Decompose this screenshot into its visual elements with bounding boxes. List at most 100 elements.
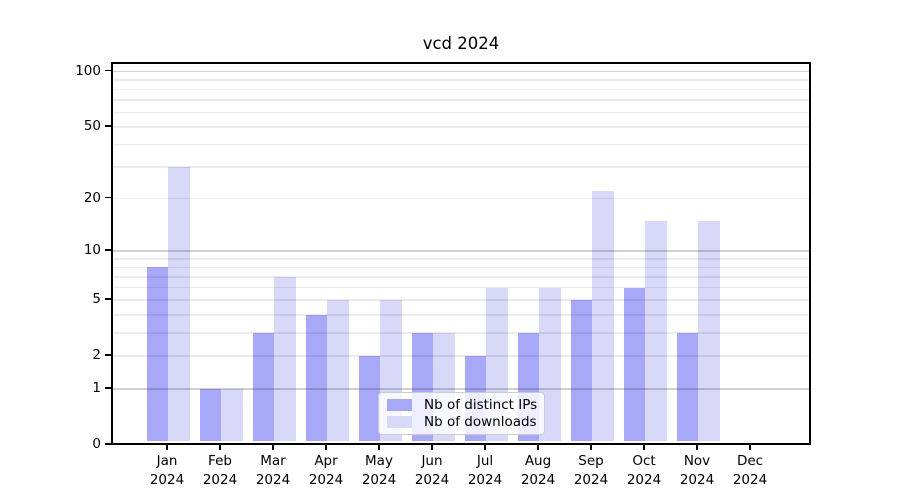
x-tick-label-may: May 2024 xyxy=(353,452,406,490)
y-tick-1 xyxy=(105,387,111,389)
gridline-minor-6 xyxy=(113,286,809,289)
gridline-minor-2 xyxy=(113,355,809,357)
bar-distinct-ips-oct xyxy=(623,287,645,441)
x-tick-label-apr: Apr 2024 xyxy=(300,452,353,490)
x-tick-oct xyxy=(643,444,645,450)
bar-distinct-ips-mar xyxy=(252,332,274,441)
gridline-minor-70 xyxy=(113,99,809,101)
gridline-minor-80 xyxy=(113,88,809,91)
x-tick-label-mar: Mar 2024 xyxy=(247,452,300,490)
gridline-major-100 xyxy=(113,70,809,73)
y-tick-50 xyxy=(105,125,111,127)
year-label: 2024 xyxy=(414,472,450,488)
bar-downloads-oct xyxy=(645,220,667,441)
y-tick-label-10: 10 xyxy=(83,242,101,258)
year-label: 2024 xyxy=(732,472,768,488)
gridline-minor-3 xyxy=(113,332,809,334)
year-label: 2024 xyxy=(149,472,185,488)
x-tick-label-jan: Jan 2024 xyxy=(141,452,194,490)
legend-swatch-downloads xyxy=(387,416,412,429)
x-tick-jan xyxy=(166,444,168,450)
x-tick-jul xyxy=(484,444,486,450)
gridline-minor-5 xyxy=(113,299,809,301)
month-label: Jun xyxy=(421,453,443,469)
year-label: 2024 xyxy=(202,472,238,488)
gridline-minor-50 xyxy=(113,126,809,128)
y-tick-0 xyxy=(105,443,111,445)
month-label: Nov xyxy=(683,453,711,469)
y-tick-20 xyxy=(105,196,111,199)
gridline-minor-7 xyxy=(113,276,809,278)
x-tick-nov xyxy=(696,444,698,450)
x-tick-jun xyxy=(431,444,433,450)
year-label: 2024 xyxy=(467,472,503,488)
x-tick-label-nov: Nov 2024 xyxy=(671,452,724,490)
month-label: Dec xyxy=(736,453,764,469)
gridline-major-1 xyxy=(113,388,809,390)
gridline-minor-8 xyxy=(113,266,809,268)
month-label: Jul xyxy=(476,453,494,469)
gridline-minor-30 xyxy=(113,166,809,168)
gridline-minor-90 xyxy=(113,79,809,81)
x-tick-apr xyxy=(325,444,327,450)
x-tick-label-sep: Sep 2024 xyxy=(565,452,618,490)
bar-distinct-ips-nov xyxy=(676,332,698,441)
x-tick-may xyxy=(378,444,380,450)
y-tick-label-5: 5 xyxy=(92,291,101,307)
bar-downloads-mar xyxy=(274,276,296,441)
x-tick-aug xyxy=(537,444,539,450)
gridline-minor-9 xyxy=(113,258,809,260)
month-label: Oct xyxy=(632,453,656,469)
x-tick-label-oct: Oct 2024 xyxy=(618,452,671,490)
legend-label-distinct-ips: Nb of distinct IPs xyxy=(424,396,538,413)
x-tick-label-aug: Aug 2024 xyxy=(512,452,565,490)
x-tick-label-dec: Dec 2024 xyxy=(724,452,777,490)
y-tick-2 xyxy=(105,354,111,356)
bar-distinct-ips-feb xyxy=(199,388,221,441)
bar-distinct-ips-sep xyxy=(570,300,592,441)
month-label: Mar xyxy=(260,453,286,469)
y-tick-label-50: 50 xyxy=(83,117,101,134)
y-tick-100 xyxy=(105,69,111,72)
gridline-major-10 xyxy=(113,250,809,252)
gridline-minor-20 xyxy=(113,197,809,200)
month-label: Jan xyxy=(156,453,178,469)
bar-distinct-ips-may xyxy=(358,356,380,441)
legend-item-downloads: Nb of downloads xyxy=(387,414,537,431)
chart-title: vcd 2024 xyxy=(422,34,500,53)
month-label: May xyxy=(365,453,393,469)
y-tick-label-20: 20 xyxy=(83,189,101,206)
year-label: 2024 xyxy=(361,472,397,488)
legend-item-distinct-ips: Nb of distinct IPs xyxy=(387,396,538,413)
year-label: 2024 xyxy=(626,472,662,488)
year-label: 2024 xyxy=(308,472,344,488)
month-label: Aug xyxy=(524,453,552,469)
y-tick-10 xyxy=(105,249,111,251)
legend: Nb of distinct IPs Nb of downloads xyxy=(378,392,545,435)
year-label: 2024 xyxy=(520,472,556,488)
legend-swatch-distinct-ips xyxy=(387,398,412,411)
bar-distinct-ips-apr xyxy=(305,314,327,441)
x-tick-label-feb: Feb 2024 xyxy=(194,452,247,490)
gridlines-layer xyxy=(113,64,809,443)
month-label: Apr xyxy=(314,453,338,469)
x-tick-mar xyxy=(272,444,274,450)
x-tick-dec xyxy=(749,444,751,450)
x-tick-feb xyxy=(219,444,221,450)
y-tick-label-100: 100 xyxy=(75,62,101,79)
bar-downloads-nov xyxy=(698,220,720,441)
gridline-minor-60 xyxy=(113,111,809,114)
x-tick-sep xyxy=(590,444,592,450)
month-label: Feb xyxy=(208,453,232,469)
y-tick-label-1: 1 xyxy=(92,379,101,396)
y-tick-label-0: 0 xyxy=(92,436,101,452)
bar-downloads-apr xyxy=(327,300,349,441)
gridline-minor-40 xyxy=(113,143,809,146)
month-label: Sep xyxy=(578,453,604,469)
legend-label-downloads: Nb of downloads xyxy=(424,414,537,431)
x-tick-label-jun: Jun 2024 xyxy=(406,452,459,490)
plot-area xyxy=(111,62,811,445)
bar-downloads-sep xyxy=(592,191,614,441)
y-tick-5 xyxy=(105,298,111,300)
